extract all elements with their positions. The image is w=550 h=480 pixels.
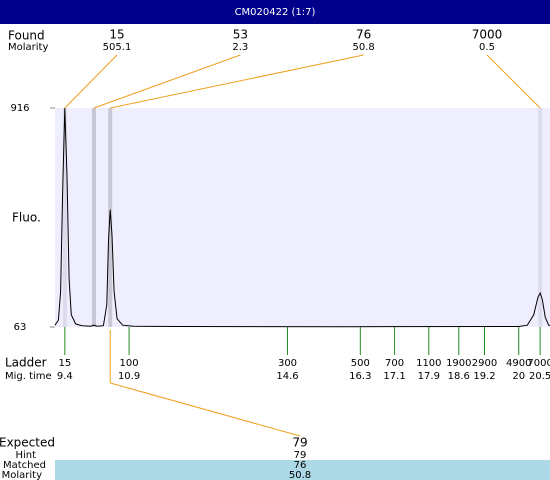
mig-time-label: Mig. time	[5, 371, 52, 382]
found-size: 53	[233, 28, 248, 42]
matched-band	[55, 460, 550, 480]
ladder-time: 20	[512, 371, 525, 382]
molarity-value: 50.8	[289, 470, 311, 480]
ladder-time: 18.6	[448, 371, 470, 382]
molarity-row-label: Molarity	[2, 470, 42, 480]
header-title: CM020422 (1:7)	[235, 7, 316, 18]
matched-label: Matched	[3, 460, 46, 471]
header-bar	[0, 0, 550, 24]
found-size: 7000	[472, 28, 503, 42]
found-molarity: 50.8	[353, 42, 375, 53]
matched-value: 76	[294, 460, 307, 471]
ladder-size: 15	[58, 358, 71, 369]
plot-area	[55, 108, 550, 327]
ladder-size: 100	[120, 358, 139, 369]
ladder-label: Ladder	[5, 356, 47, 370]
ladder-size: 1900	[446, 358, 471, 369]
found-connector	[93, 54, 241, 109]
found-label: Found	[8, 29, 45, 43]
expected-label: Expected	[0, 436, 55, 450]
y-tick-label: 63	[14, 322, 27, 333]
y-tick-label: 916	[10, 103, 29, 114]
ladder-size: 4900	[506, 358, 531, 369]
peak-band	[538, 108, 543, 327]
found-molarity: 0.5	[479, 42, 495, 53]
found-connector	[64, 54, 118, 109]
ladder-time: 16.3	[349, 371, 371, 382]
found-size: 15	[109, 28, 124, 42]
molarity-label: Molarity	[8, 42, 48, 53]
ladder-size: 2900	[472, 358, 497, 369]
found-molarity: 505.1	[103, 42, 132, 53]
ladder-time: 10.9	[118, 371, 140, 382]
hint-label: Hint	[15, 450, 36, 461]
ladder-size: 7000	[527, 358, 550, 369]
found-connector	[110, 54, 364, 109]
found-molarity: 2.3	[232, 42, 248, 53]
trace	[54, 107, 550, 328]
ladder-time: 14.6	[276, 371, 298, 382]
hint-value: 79	[294, 450, 307, 461]
ladder-time: 17.9	[418, 371, 440, 382]
expected-value: 79	[292, 436, 307, 450]
expected-connector	[110, 382, 301, 437]
peak-band	[62, 108, 67, 327]
found-size: 76	[356, 28, 371, 42]
peak-band	[91, 108, 96, 327]
ladder-size: 500	[351, 358, 370, 369]
ladder-time: 17.1	[383, 371, 405, 382]
y-axis-label: Fluo.	[12, 211, 41, 225]
ladder-time: 19.2	[473, 371, 495, 382]
found-connector	[486, 54, 541, 109]
ladder-size: 300	[278, 358, 297, 369]
ladder-size: 700	[385, 358, 404, 369]
ladder-size: 1100	[416, 358, 441, 369]
ladder-time: 9.4	[57, 371, 73, 382]
ladder-time: 20.5	[529, 371, 550, 382]
